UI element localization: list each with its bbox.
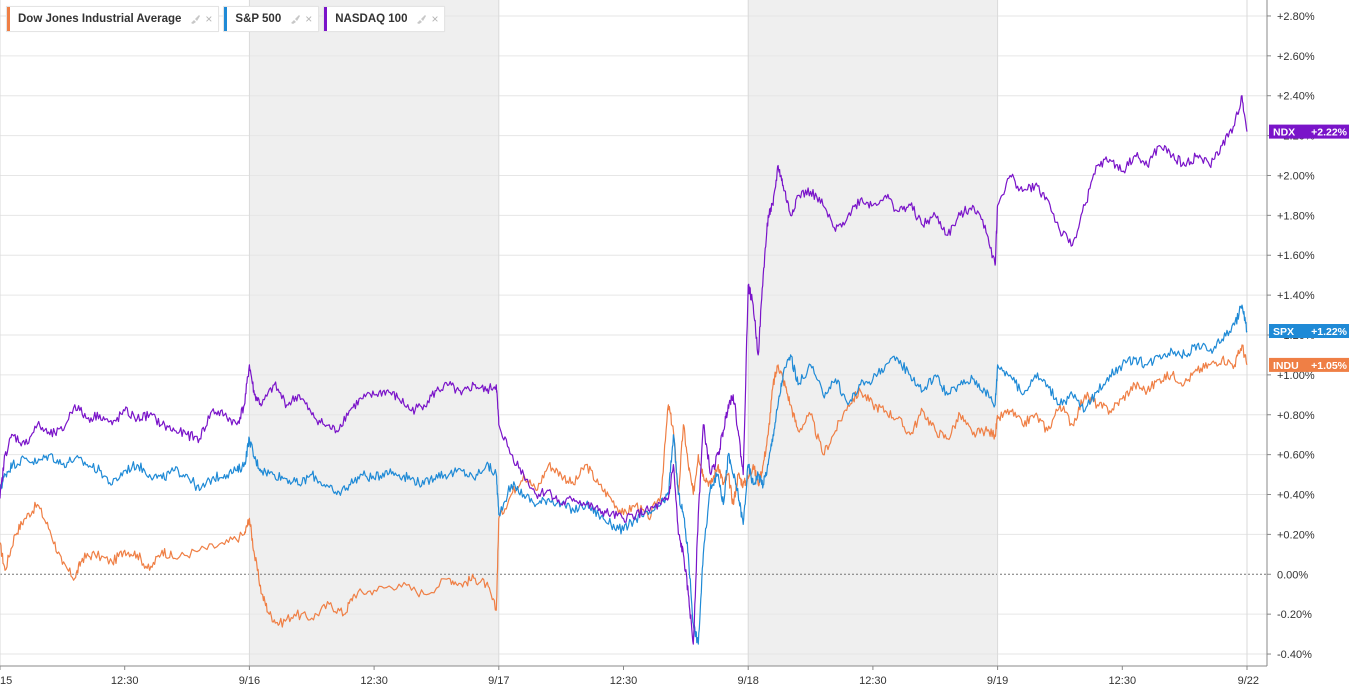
legend-item-dow[interactable]: Dow Jones Industrial Average × [6,6,220,32]
close-icon[interactable]: × [205,12,213,26]
legend-item-nasdaq100[interactable]: NASDAQ 100 × [323,6,446,32]
legend: Dow Jones Industrial Average × S&P 500 ×… [6,6,446,32]
y-tick-label: +1.80% [1277,210,1315,222]
badge-bg [1269,124,1349,139]
y-tick-label: +2.80% [1277,11,1315,23]
legend-label: Dow Jones Industrial Average [18,13,182,25]
badge-symbol: SPX [1273,326,1294,338]
x-tick-label: 12:30 [610,675,638,687]
legend-label: S&P 500 [235,13,282,25]
close-icon[interactable]: × [431,12,439,26]
y-tick-label: -0.40% [1277,649,1312,661]
brush-icon[interactable] [189,13,201,25]
badge-spx: SPX +1.22% [1269,324,1349,339]
badge-bg [1269,324,1349,339]
y-tick-label: 0.00% [1277,569,1308,581]
close-icon[interactable]: × [305,12,313,26]
session-shade [748,0,998,666]
x-tick-label: 9/22 [1238,675,1259,687]
x-tick-label: 9/19 [987,675,1008,687]
x-tick-label: 12:30 [1109,675,1137,687]
y-tick-label: +0.60% [1277,450,1315,462]
x-tick-label: 15 [0,675,12,687]
badge-ndx: NDX +2.22% [1269,124,1349,139]
badge-value: +1.22% [1311,326,1348,338]
x-tick-label: 12:30 [859,675,887,687]
y-tick-label: +2.60% [1277,51,1315,63]
badge-value: +2.22% [1311,127,1348,139]
legend-swatch [224,7,228,31]
y-tick-label: +2.40% [1277,91,1315,103]
y-tick-label: +1.60% [1277,250,1315,262]
y-tick-label: +0.20% [1277,529,1315,541]
badge-symbol: NDX [1273,127,1295,139]
axes: -0.40% -0.20% 0.00% +0.20% +0.40% +0.60% +0.80… [0,0,1315,687]
x-tick-label: 9/18 [737,675,758,687]
legend-swatch [7,7,10,31]
y-tick-label: +2.00% [1277,170,1315,182]
series-line[interactable] [0,344,1248,628]
grid [0,0,1267,666]
y-tick-label: -0.20% [1277,609,1312,621]
badge-indu: INDU +1.05% [1269,357,1349,372]
x-tick-label: 12:30 [111,675,139,687]
legend-swatch [324,7,328,31]
session-shade [249,0,499,666]
y-tick-label: +0.80% [1277,410,1315,422]
last-value-badges: NDX +2.22% SPX +1.22% INDU +1.05% [1269,124,1349,372]
shaded-sessions [249,0,998,666]
x-tick-label: 9/17 [488,675,509,687]
x-tick-label: 12:30 [360,675,388,687]
series-line[interactable] [0,304,1248,645]
y-tick-label: +0.40% [1277,490,1315,502]
series-lines [0,95,1248,645]
series-line[interactable] [0,95,1248,645]
badge-value: +1.05% [1311,360,1348,372]
x-tick-label: 9/16 [239,675,260,687]
brush-icon[interactable] [289,13,301,25]
y-tick-label: +1.40% [1277,290,1315,302]
legend-label: NASDAQ 100 [335,13,408,25]
legend-item-sp500[interactable]: S&P 500 × [223,6,320,32]
badge-bg [1269,357,1349,372]
brush-icon[interactable] [415,13,427,25]
y-tick-label: +1.00% [1277,370,1315,382]
badge-symbol: INDU [1273,360,1299,372]
